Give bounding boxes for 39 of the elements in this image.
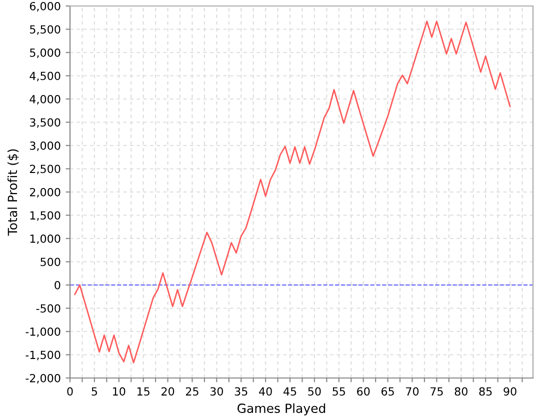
x-tick-label: 75 xyxy=(430,387,443,396)
x-tick-label: 90 xyxy=(504,387,516,396)
x-tick-label: 60 xyxy=(357,387,370,396)
y-tick-label: -2,000 xyxy=(26,374,60,384)
x-tick-label: 65 xyxy=(382,387,394,396)
x-tick-label: 50 xyxy=(308,387,321,396)
x-tick-label: 80 xyxy=(454,387,468,396)
x-tick-label: 40 xyxy=(259,387,272,396)
x-tick-label: 55 xyxy=(332,387,345,396)
x-tick-label: 5 xyxy=(92,387,98,396)
y-tick-label: -500 xyxy=(36,304,60,313)
x-tick-label: 45 xyxy=(283,387,296,396)
y-tick-label: 2,000 xyxy=(30,188,60,198)
x-tick-label: 25 xyxy=(186,387,198,396)
x-tick-label: 35 xyxy=(234,387,248,396)
y-tick-label: 3,500 xyxy=(30,118,60,128)
x-tick-label: 30 xyxy=(210,387,224,396)
y-tick-label: 4,500 xyxy=(30,72,60,82)
x-tick-label: 70 xyxy=(406,387,419,396)
y-tick-label: 5,000 xyxy=(30,48,60,58)
x-tick-label: 0 xyxy=(67,387,73,396)
y-tick-label: 0 xyxy=(54,280,60,290)
y-tick-label: 1,500 xyxy=(30,211,60,221)
y-tick-label: -1,000 xyxy=(26,327,60,338)
x-tick-label: 10 xyxy=(113,387,126,396)
y-tick-label: -1,500 xyxy=(26,350,60,360)
line-series xyxy=(74,20,511,364)
y-tick-label: 5,500 xyxy=(30,25,60,35)
y-axis-title: Total Profit ($) xyxy=(8,149,19,236)
y-tick-label: 2,500 xyxy=(30,164,60,174)
x-tick-label: 15 xyxy=(137,387,150,396)
y-tick-label: 1,000 xyxy=(30,234,60,244)
y-tick-label: 4,000 xyxy=(30,94,60,105)
y-tick-label: 3,000 xyxy=(30,141,60,152)
x-tick-label: 20 xyxy=(162,387,174,396)
y-tick-label: 500 xyxy=(40,258,60,266)
x-tick-label: 85 xyxy=(479,387,492,396)
y-tick-label: 6,000 xyxy=(30,2,60,12)
x-axis-title: Games Played xyxy=(238,403,326,416)
